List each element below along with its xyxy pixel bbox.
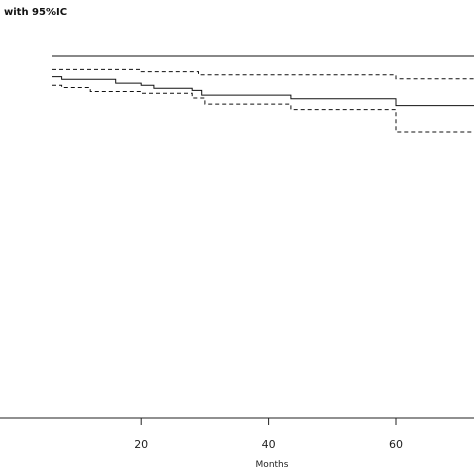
series-upper-95ci [52,68,474,80]
series-estimate [52,76,474,107]
x-axis-ticks: 20406080 [134,418,403,451]
x-axis-label: Months [256,460,289,470]
series-layer [52,55,474,133]
x-tick-label: 40 [262,438,276,451]
x-tick-label: 20 [134,438,148,451]
series-lower-95ci [52,84,474,133]
chart-title: with 95%IC [4,7,67,18]
x-tick-label: 60 [389,438,403,451]
